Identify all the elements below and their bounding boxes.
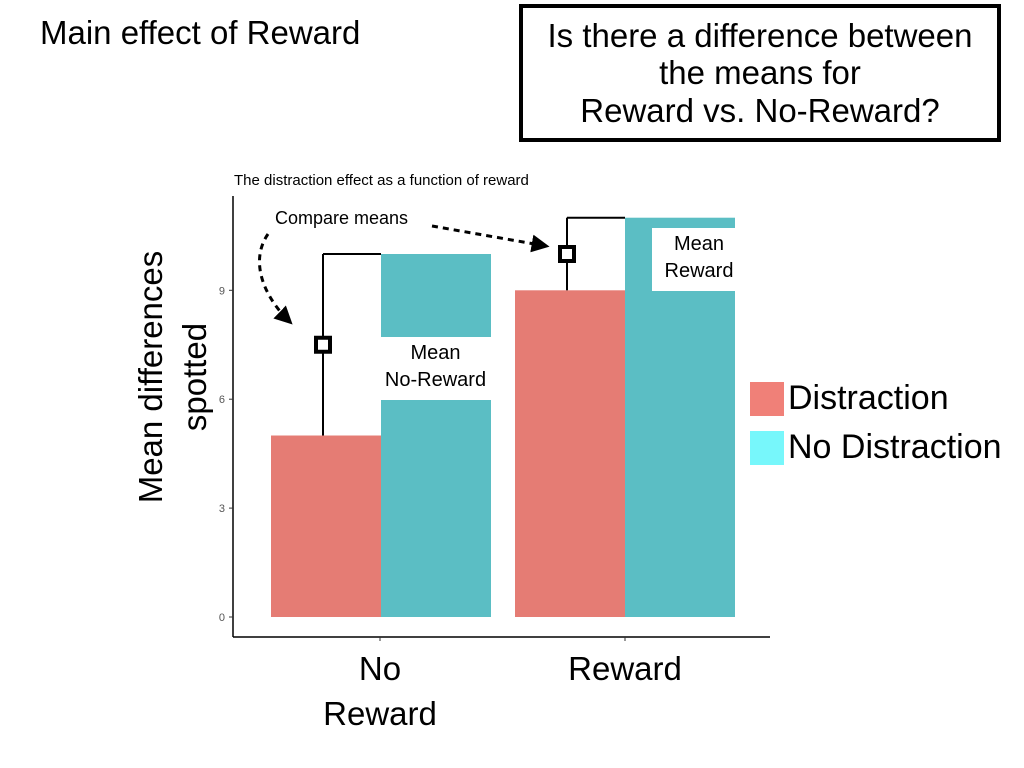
slide-title: Main effect of Reward [40, 14, 361, 51]
chart-title: The distraction effect as a function of … [234, 172, 529, 189]
x-tick-label: Reward [323, 695, 437, 732]
mean-marker [314, 335, 332, 354]
annotation-box [378, 337, 493, 400]
y-axis-label: Mean differences [132, 251, 169, 504]
annotation-mean-reward: Reward [665, 260, 734, 282]
y-tick-label: 3 [219, 503, 225, 515]
legend-item-distraction: Distraction [750, 374, 1002, 423]
y-axis-label: spotted [176, 323, 213, 431]
dashed-arrow [431, 224, 550, 253]
legend-label: No Distraction [788, 428, 1002, 466]
legend-item-no-distraction: No Distraction [750, 423, 1002, 472]
question-box: Is there a difference between the means … [519, 4, 1001, 142]
question-line: Is there a difference between [547, 16, 973, 54]
y-tick-label: 6 [219, 394, 225, 406]
annotation-layer: Mean No-Reward Mean Reward Compare means [258, 208, 746, 436]
x-tick-label: No [359, 650, 401, 687]
y-tick-label: 9 [219, 285, 225, 297]
annotation-compare-means: Compare means [275, 208, 408, 228]
plot-area: 0 3 6 9 Mean differences spotted No Reward Rewar… [132, 196, 770, 732]
question-line: Reward vs. No-Reward? [580, 91, 940, 129]
dashed-arrow [258, 233, 293, 325]
annotation-box [652, 228, 746, 291]
bar-distraction [515, 290, 625, 617]
legend-swatch [750, 381, 784, 416]
mean-marker [558, 245, 576, 263]
y-tick-label: 0 [219, 612, 225, 624]
question-line: the means for [659, 54, 861, 92]
legend-label: Distraction [788, 379, 949, 417]
annotation-mean-reward: Mean [674, 233, 724, 255]
annotation-mean-no-reward: Mean [410, 342, 460, 364]
legend-swatch [750, 430, 784, 465]
bar-no-distraction [381, 254, 491, 617]
annotation-mean-no-reward: No-Reward [385, 369, 486, 391]
bar-distraction [271, 435, 381, 617]
x-tick-label: Reward [568, 650, 682, 687]
legend: Distraction No Distraction [750, 374, 1002, 472]
